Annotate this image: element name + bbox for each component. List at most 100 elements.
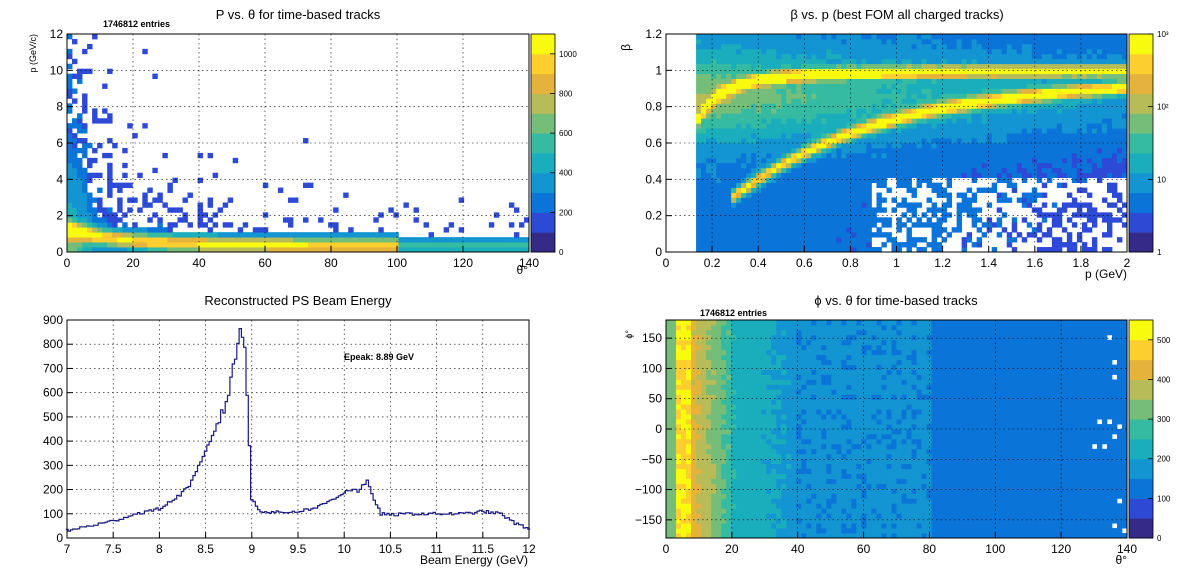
heatmap-cell <box>836 98 842 104</box>
colorbar-swatch <box>1129 93 1153 114</box>
heatmap-cell <box>806 222 812 228</box>
heatmap-cell <box>741 138 747 144</box>
heatmap-cell <box>806 197 812 203</box>
heatmap-cell <box>1061 207 1068 213</box>
heatmap-cell <box>706 182 712 188</box>
heatmap-cell <box>741 528 747 534</box>
heatmap-cell <box>926 43 932 50</box>
heatmap-cell <box>1021 162 1028 169</box>
heatmap-cell <box>956 103 963 109</box>
heatmap-cell <box>736 143 742 149</box>
heatmap-cell <box>956 68 963 75</box>
heatmap-cell <box>711 98 717 104</box>
heatmap-cell <box>127 227 133 233</box>
heatmap-cell <box>716 138 722 144</box>
heatmap-cell <box>911 98 917 104</box>
heatmap-cell <box>781 78 787 84</box>
colorbar-swatch <box>1129 113 1153 134</box>
heatmap-cell <box>388 242 394 248</box>
heatmap-cell <box>706 433 712 440</box>
heatmap-cell <box>746 468 752 474</box>
heatmap-cell <box>806 242 812 248</box>
heatmap-cell <box>966 187 973 193</box>
heatmap-cell <box>711 123 717 129</box>
heatmap-cell <box>846 113 852 119</box>
heatmap-cell <box>826 88 832 94</box>
heatmap-cell <box>721 187 727 193</box>
heatmap-cell <box>518 237 525 243</box>
heatmap-cell <box>721 48 727 55</box>
heatmap-cell <box>716 359 722 365</box>
heatmap-cell <box>82 232 88 238</box>
heatmap-cell <box>676 429 682 435</box>
heatmap-cell <box>706 162 712 169</box>
heatmap-cell <box>801 118 807 124</box>
heatmap-cell <box>861 133 867 139</box>
heatmap-cell <box>986 38 993 45</box>
heatmap-cell <box>751 468 757 474</box>
heatmap-cell <box>711 399 717 405</box>
heatmap-cell <box>1121 162 1128 169</box>
heatmap-cell <box>991 63 998 70</box>
heatmap-cell <box>72 123 78 129</box>
heatmap-cell <box>1001 53 1008 60</box>
heatmap-cell <box>1001 48 1008 55</box>
heatmap-cell <box>781 98 787 104</box>
heatmap-cell <box>1061 147 1068 154</box>
heatmap-cell <box>1051 237 1058 243</box>
heatmap-cell <box>453 242 460 248</box>
heatmap-cell <box>836 182 842 188</box>
heatmap-cell <box>846 157 852 164</box>
heatmap-cell <box>726 108 732 114</box>
heatmap-cell <box>696 433 702 440</box>
heatmap-cell <box>1106 123 1113 129</box>
heatmap-cell <box>726 43 732 50</box>
heatmap-cell <box>991 247 998 253</box>
heatmap-cell <box>716 197 722 203</box>
heatmap-cell <box>861 143 867 149</box>
heatmap-cell <box>711 68 717 75</box>
heatmap-cell <box>1006 152 1013 159</box>
heatmap-cell <box>117 182 123 188</box>
heatmap-cell <box>996 177 1003 184</box>
heatmap-cell <box>696 182 702 188</box>
heatmap-cell <box>1096 167 1103 174</box>
heatmap-cell <box>318 217 324 223</box>
heatmap-cell <box>911 123 917 129</box>
heatmap-cell <box>711 222 717 228</box>
heatmap-cell <box>761 242 767 248</box>
heatmap-cell <box>761 177 767 184</box>
heatmap-cell <box>731 483 737 489</box>
heatmap-cell <box>706 320 712 326</box>
heatmap-cell <box>746 143 752 149</box>
heatmap-cell <box>1086 133 1093 139</box>
heatmap-cell <box>1111 38 1118 45</box>
x-tick-label: 11.5 <box>472 542 495 556</box>
heatmap-cell <box>791 58 797 65</box>
heatmap-cell <box>881 113 887 119</box>
heatmap-cell <box>1081 247 1088 253</box>
heatmap-cell <box>726 242 732 248</box>
heatmap-cell <box>107 222 113 228</box>
heatmap-cell <box>1031 152 1038 159</box>
heatmap-cell <box>706 364 712 370</box>
heatmap-cell <box>333 207 339 213</box>
heatmap-cell <box>841 53 847 60</box>
heatmap-cell <box>676 448 682 455</box>
x-axis-label: Beam Energy (GeV) <box>420 553 528 567</box>
heatmap-cell <box>681 508 687 514</box>
heatmap-cell <box>277 242 284 248</box>
heatmap-cell <box>806 63 812 70</box>
heatmap-cell <box>711 48 717 55</box>
heatmap-cell <box>726 157 732 164</box>
heatmap-cell <box>736 48 742 55</box>
heatmap-cell <box>796 103 802 109</box>
heatmap-cell <box>746 429 752 435</box>
heatmap-cell <box>721 334 727 341</box>
heatmap-cell <box>786 43 792 50</box>
heatmap-cell <box>1011 237 1018 243</box>
heatmap-cell <box>976 58 983 65</box>
heatmap-cell <box>127 247 133 253</box>
heatmap-cell <box>741 152 747 159</box>
heatmap-cell <box>936 172 942 179</box>
